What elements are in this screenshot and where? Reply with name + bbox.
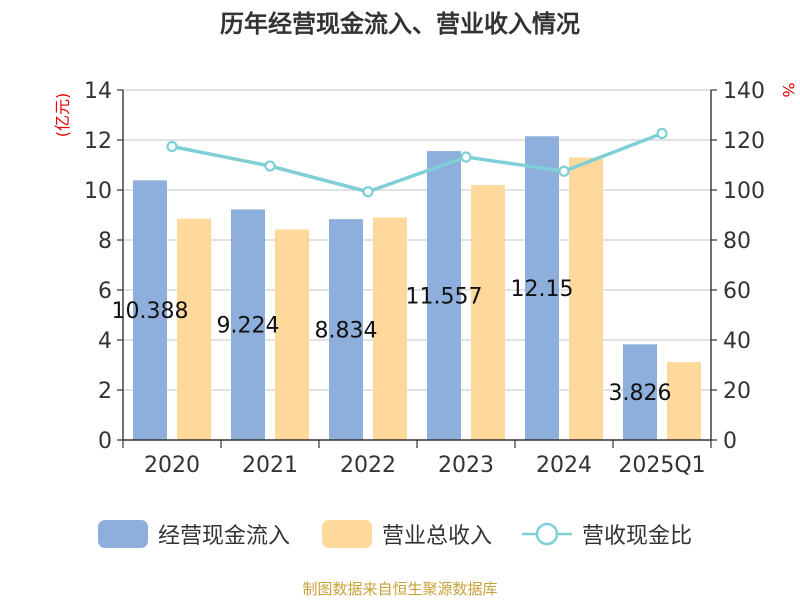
legend-label: 营业总收入 [382, 524, 492, 549]
chart-title: 历年经营现金流入、营业收入情况 [220, 10, 580, 38]
legend: 经营现金流入 营业总收入 营收现金比 [98, 520, 692, 549]
cash-inflow-bar [525, 136, 559, 440]
legend-label: 经营现金流入 [158, 524, 290, 549]
y-left-tick-label: 14 [84, 79, 112, 104]
y-right-tick-label: 120 [723, 129, 765, 154]
y-right-tick-label: 140 [723, 79, 765, 104]
revenue-bar [373, 217, 407, 440]
legend-swatch [322, 520, 372, 548]
y-axis-right-label: % [779, 82, 798, 97]
y-left-tick-label: 12 [84, 129, 112, 154]
cash-inflow-bar [623, 344, 657, 440]
ratio-point [166, 140, 178, 153]
y-right-tick-label: 100 [723, 179, 765, 204]
legend-marker [535, 522, 559, 546]
y-left-tick-label: 4 [98, 329, 112, 354]
ratio-point [460, 151, 472, 163]
cash-inflow-data-label: 11.557 [406, 285, 483, 310]
ratio-line [166, 127, 668, 198]
y-axis-left-label: (亿元) [53, 93, 72, 138]
ratio-point [656, 127, 668, 140]
revenue-bar [471, 185, 505, 440]
x-tick-label: 2022 [340, 453, 396, 478]
ratio-point [264, 160, 276, 172]
y-left-tick-label: 10 [84, 179, 112, 204]
y-left-tick-label: 0 [98, 429, 112, 454]
bars [133, 136, 701, 441]
revenue-bar [275, 229, 309, 440]
revenue-bar [667, 362, 701, 440]
ratio-point [362, 186, 374, 198]
revenue-bar [177, 218, 211, 440]
y-right-tick-label: 60 [723, 279, 751, 304]
revenue-bar [569, 157, 603, 440]
y-right-tick-label: 80 [723, 229, 751, 254]
y-right-tick-label: 20 [723, 379, 751, 404]
data-labels: 10.388 9.224 8.834 11.557 12.15 3.826 [112, 277, 672, 406]
y-right-tick-label: 40 [723, 329, 751, 354]
ratio-point [558, 165, 570, 177]
cash-inflow-bar [231, 209, 265, 440]
x-tick-label: 2021 [242, 453, 298, 478]
x-tick-label: 2020 [144, 453, 200, 478]
cash-inflow-data-label: 10.388 [112, 299, 189, 324]
ratio-line-path [171, 131, 663, 194]
cash-inflow-data-label: 8.834 [315, 319, 378, 344]
cash-inflow-bar [329, 219, 363, 440]
legend-swatch [98, 520, 148, 548]
cash-inflow-data-label: 3.826 [609, 381, 672, 406]
y-right-tick-label: 0 [723, 429, 737, 454]
x-tick-label: 2024 [536, 453, 592, 478]
y-left-tick-label: 6 [98, 279, 112, 304]
cash-inflow-bar [133, 180, 167, 441]
cash-inflow-data-label: 9.224 [217, 314, 280, 339]
y-left-tick-label: 2 [98, 379, 112, 404]
x-tick-label: 2025Q1 [618, 453, 705, 478]
x-tick-label: 2023 [438, 453, 494, 478]
source-note: 制图数据来自恒生聚源数据库 [302, 580, 497, 598]
y-left-tick-label: 8 [98, 229, 112, 254]
cash-inflow-data-label: 12.15 [511, 277, 574, 302]
grid-lines [123, 89, 711, 391]
cash-inflow-bar [427, 151, 461, 440]
legend-label: 营收现金比 [582, 524, 692, 549]
